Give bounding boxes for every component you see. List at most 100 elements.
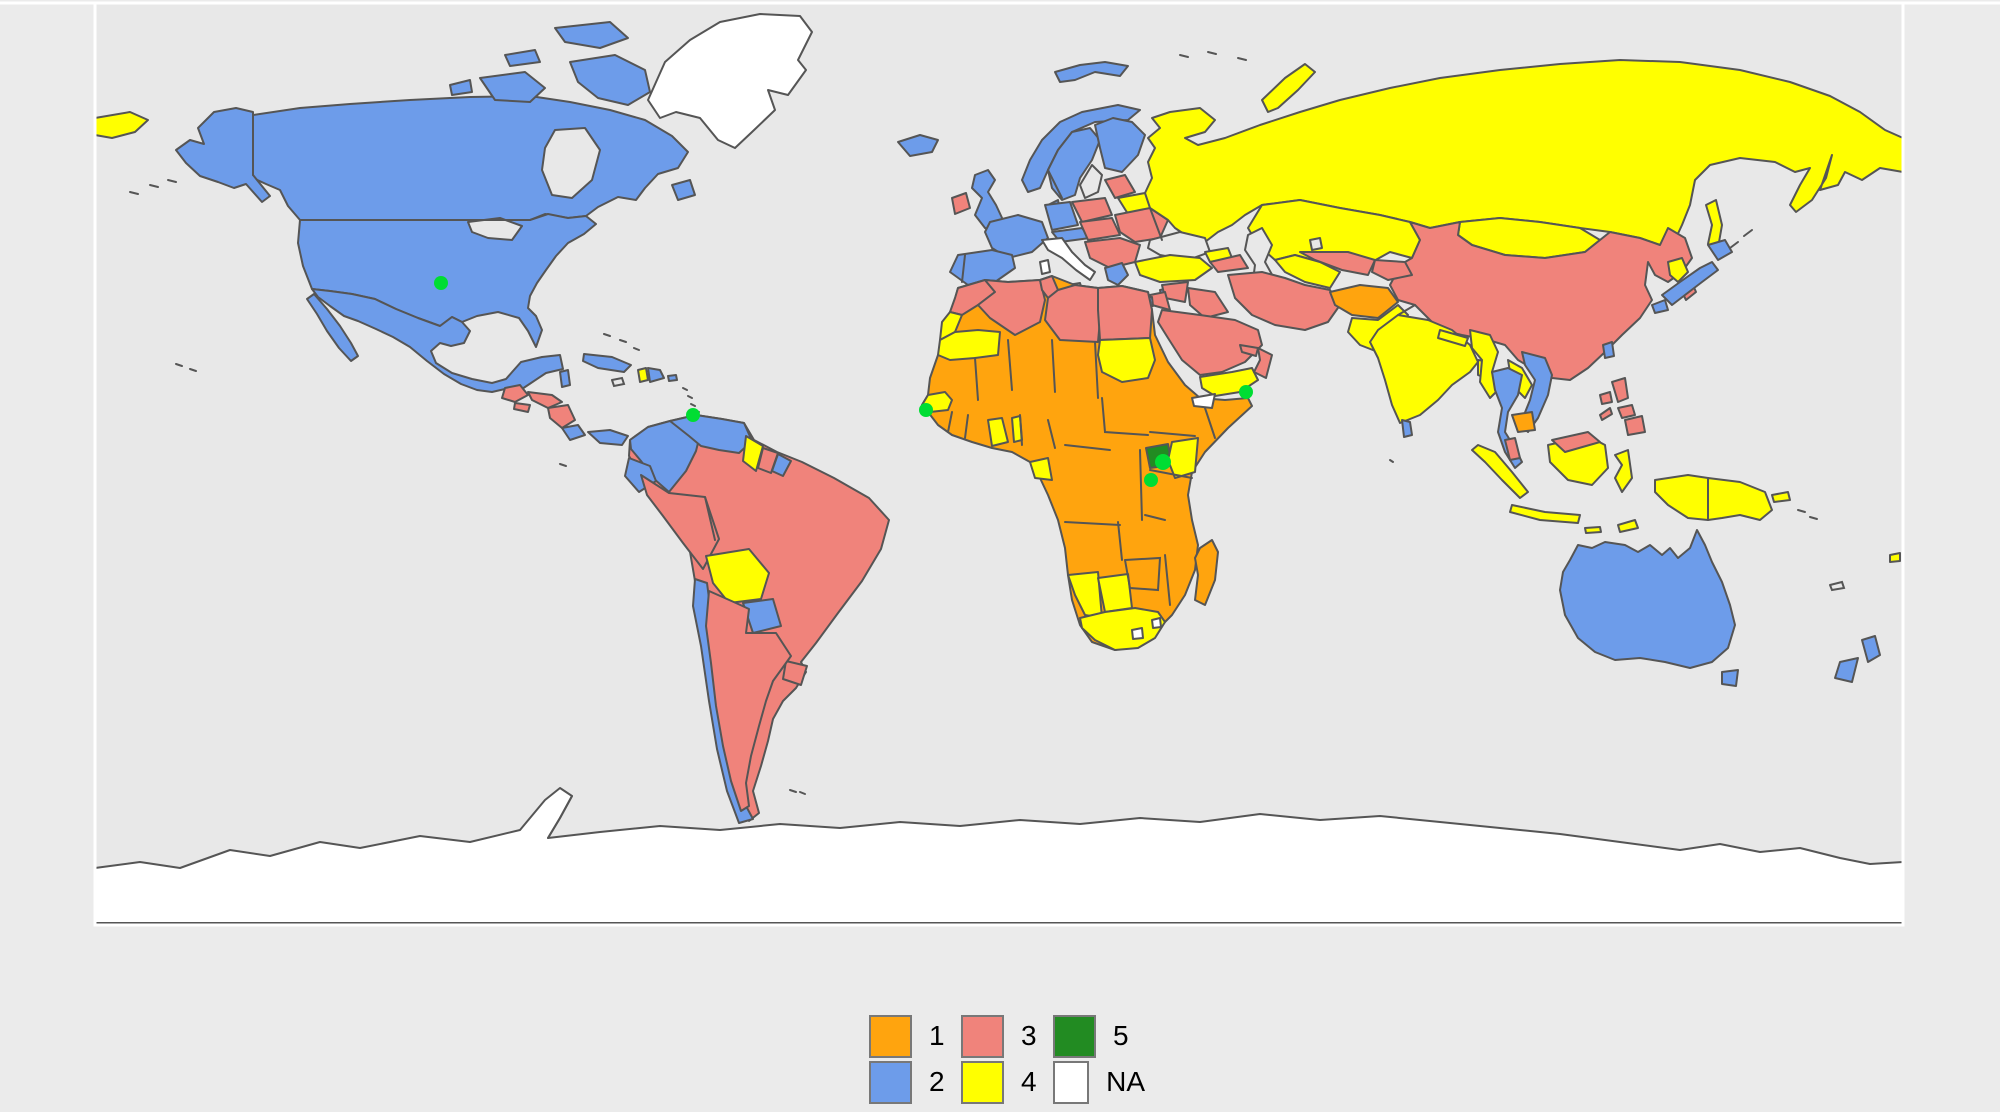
- ireland: [951, 192, 971, 215]
- papua-new-guinea: [1707, 477, 1773, 521]
- uzbekistan: [1299, 251, 1376, 276]
- hawaii-islands: [175, 363, 197, 372]
- zimbabwe-border: [1124, 556, 1162, 592]
- honduras: [527, 391, 563, 409]
- map-point-markers: [434, 276, 1253, 487]
- ghana: [987, 417, 1009, 447]
- legend-label-2: 2: [929, 1066, 945, 1097]
- sumatra: [1471, 444, 1529, 499]
- italy: [1041, 237, 1096, 281]
- sardinia: [1039, 259, 1051, 275]
- turkmenistan: [1274, 254, 1341, 289]
- india-kashmir-border: [1397, 304, 1416, 316]
- uae-qatar: [1239, 344, 1259, 357]
- angola-zambia-border: [1117, 521, 1123, 561]
- central-europe: [1079, 217, 1121, 241]
- mexico: [311, 288, 564, 393]
- south-sudan-border: [1101, 397, 1149, 436]
- portugal-spain-border: [961, 254, 966, 283]
- new-caledonia-island: [1829, 580, 1846, 592]
- west-papua: [1654, 474, 1709, 521]
- haiti: [637, 367, 649, 383]
- philippines-visayas: [1617, 404, 1636, 419]
- jamaica-island: [611, 376, 626, 388]
- usa-point: [434, 276, 448, 290]
- new-britain: [1771, 491, 1791, 503]
- aleutian-islands: [129, 179, 177, 195]
- iraq: [1187, 287, 1229, 319]
- france: [984, 214, 1049, 259]
- hudson-bay: [541, 127, 601, 199]
- philippines-palawan: [1599, 407, 1613, 421]
- tasmania: [1721, 669, 1739, 687]
- legend-item-3: 3: [961, 1014, 1053, 1058]
- uganda-point: [1155, 454, 1171, 470]
- finland: [1094, 117, 1146, 173]
- malaysia-peninsula: [1504, 437, 1521, 461]
- zambia-tanzania-border: [1144, 514, 1166, 521]
- somaliland: [1191, 393, 1216, 409]
- aral-sea: [1309, 237, 1323, 251]
- chad-sudan-border: [1094, 341, 1099, 399]
- baltic-states: [1104, 174, 1136, 199]
- cambodia: [1511, 411, 1536, 433]
- legend: 1 2 3 4 5 NA: [869, 1014, 1145, 1104]
- panama: [587, 429, 629, 446]
- java: [1509, 504, 1581, 524]
- myanmar: [1469, 329, 1499, 399]
- puerto-rico: [667, 374, 678, 382]
- legend-item-1: 1: [869, 1014, 961, 1058]
- antarctica: [94, 787, 1904, 924]
- new-zealand-south: [1834, 657, 1859, 683]
- tanzania-kenya-border: [1149, 469, 1193, 479]
- franz-josef-islands: [1179, 51, 1247, 61]
- new-zealand-north: [1861, 635, 1881, 663]
- legend-swatch-4: [961, 1060, 1004, 1104]
- dominican-republic: [647, 367, 665, 383]
- sri-lanka: [1401, 419, 1413, 438]
- sulawesi: [1614, 449, 1633, 493]
- ellesmere-island: [554, 21, 629, 49]
- drc-angola-border: [1064, 521, 1121, 526]
- poland: [1071, 197, 1113, 223]
- mozambique-border: [1164, 554, 1171, 606]
- baltic-sea: [1079, 164, 1103, 199]
- black-sea: [1147, 231, 1211, 261]
- lesser-antilles-islands: [682, 387, 696, 407]
- hokkaido: [1707, 239, 1733, 261]
- philippines-luzon: [1611, 377, 1629, 403]
- kuril-islands: [1729, 229, 1753, 249]
- algeria: [977, 279, 1046, 336]
- legend-swatch-na: [1053, 1060, 1090, 1104]
- greenland: [647, 13, 813, 149]
- philippines-mindanao: [1624, 415, 1646, 436]
- malaysia-borneo: [1551, 431, 1601, 453]
- gabon: [1029, 457, 1053, 481]
- kenya: [1167, 437, 1199, 479]
- niger-chad-border: [1051, 339, 1056, 393]
- afghanistan: [1329, 284, 1399, 319]
- lesser-sunda: [1584, 526, 1602, 534]
- solomon-islands: [1797, 509, 1818, 520]
- south-africa: [1079, 607, 1166, 651]
- legend-swatch-5: [1053, 1014, 1096, 1058]
- legend-label-3: 3: [1021, 1020, 1037, 1051]
- saudi-arabia: [1157, 309, 1263, 376]
- kyushu: [1651, 299, 1669, 314]
- paraguay: [742, 598, 782, 634]
- drc-east-border: [1139, 449, 1143, 521]
- costa-rica: [561, 424, 586, 441]
- nigeria-west-border: [1019, 414, 1023, 446]
- legend-label-4: 4: [1021, 1066, 1037, 1097]
- legend-item-4: 4: [961, 1060, 1053, 1104]
- sudan: [1097, 337, 1156, 383]
- hainan: [1599, 391, 1613, 405]
- belize: [559, 369, 571, 388]
- novaya-zemlya: [1261, 63, 1316, 113]
- legend-label-na: NA: [1106, 1066, 1145, 1097]
- baffin-island: [569, 54, 651, 106]
- trinidad-point: [686, 408, 700, 422]
- taiwan: [1602, 341, 1615, 359]
- honshu: [1661, 261, 1719, 306]
